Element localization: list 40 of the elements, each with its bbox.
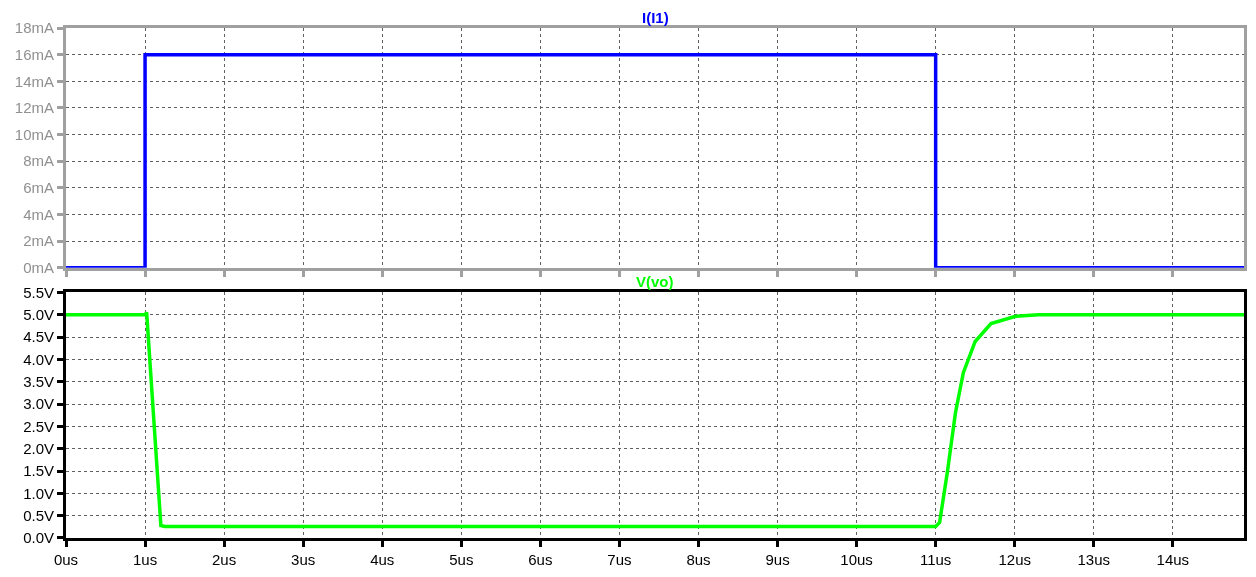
y-tick-label: 1.5V (23, 462, 54, 480)
x-tick-label: 4us (370, 551, 395, 568)
y-tick-label: 2mA (23, 232, 54, 250)
chart-title: V(vo) (636, 273, 674, 290)
y-tick-label: 3.0V (23, 395, 54, 413)
y-tick-label: 4.5V (23, 328, 54, 346)
x-tick-label: 2us (212, 551, 237, 568)
y-tick-label: 12mA (14, 99, 54, 117)
y-tick-label: 0.0V (23, 529, 54, 547)
x-tick-label: 3us (291, 551, 316, 568)
y-tick-label: 5.0V (23, 305, 54, 323)
y-tick-label: 8mA (23, 152, 54, 170)
x-tick-label: 14us (1156, 551, 1190, 568)
y-tick-label: 3.5V (23, 372, 54, 390)
y-tick-label: 16mA (14, 45, 54, 63)
y-tick-label: 1.0V (23, 484, 54, 502)
x-tick-label: 10us (840, 551, 873, 568)
x-tick-label: 5us (449, 551, 474, 568)
y-tick-label: 0mA (23, 259, 54, 277)
y-tick-label: 6mA (23, 179, 54, 197)
x-tick-label: 6us (528, 551, 553, 568)
y-tick-label: 5.5V (23, 283, 54, 301)
x-tick-label: 0us (53, 551, 79, 568)
chart-title: I(I1) (642, 9, 669, 26)
x-tick-label: 13us (1077, 551, 1111, 568)
y-tick-label: 14mA (14, 72, 54, 90)
y-tick-label: 4mA (23, 205, 54, 223)
y-tick-label: 18mA (14, 19, 54, 37)
x-tick-label: 12us (998, 551, 1031, 568)
x-tick-label: 1us (132, 551, 158, 568)
x-tick-label: 9us (765, 551, 790, 568)
y-tick-label: 0.5V (23, 506, 54, 524)
y-tick-label: 2.0V (23, 439, 54, 457)
x-tick-label: 7us (607, 551, 632, 568)
x-tick-label: 8us (686, 551, 711, 568)
y-tick-label: 4.0V (23, 350, 54, 368)
line-series (66, 310, 1244, 529)
x-tick-label: 11us (919, 551, 952, 568)
y-tick-label: 10mA (14, 125, 54, 143)
y-tick-label: 2.5V (23, 417, 54, 435)
